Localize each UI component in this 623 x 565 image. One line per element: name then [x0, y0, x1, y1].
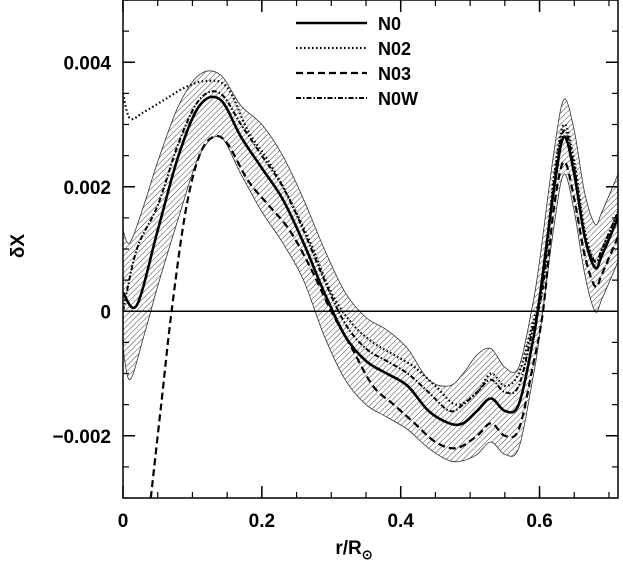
series-lines — [123, 79, 618, 498]
y-tick-label: 0.002 — [63, 178, 111, 199]
x-axis-title-subscript: ⊙ — [362, 547, 373, 562]
x-tick-label: 0.6 — [526, 511, 552, 532]
x-tick-label: 0 — [118, 511, 129, 532]
y-tick-label: −0.002 — [52, 427, 111, 448]
series-line-n03 — [149, 134, 618, 498]
series-line-n02 — [123, 79, 618, 406]
y-axis-title: δX — [8, 234, 29, 259]
series-line-n0 — [123, 95, 618, 427]
x-axis-title: r/R⊙ — [335, 538, 372, 562]
y-tick-label: 0.004 — [63, 53, 111, 74]
series-line-n0w — [123, 90, 618, 413]
x-axis-title-text: r/R — [335, 538, 362, 559]
legend-label-n03: N03 — [378, 64, 411, 84]
x-tick-label: 0.2 — [249, 511, 275, 532]
legend: N0 N02 N03 N0W — [296, 14, 418, 109]
legend-label-n02: N02 — [378, 39, 411, 59]
x-tick-label: 0.4 — [387, 511, 414, 532]
y-tick-label: 0 — [100, 302, 111, 323]
legend-label-n0: N0 — [378, 14, 401, 34]
axis-ticks — [122, 0, 618, 499]
tick-labels: 0 0.2 0.4 0.6 −0.002 0 0.002 0.004 — [52, 53, 552, 532]
legend-label-n0w: N0W — [378, 89, 418, 109]
